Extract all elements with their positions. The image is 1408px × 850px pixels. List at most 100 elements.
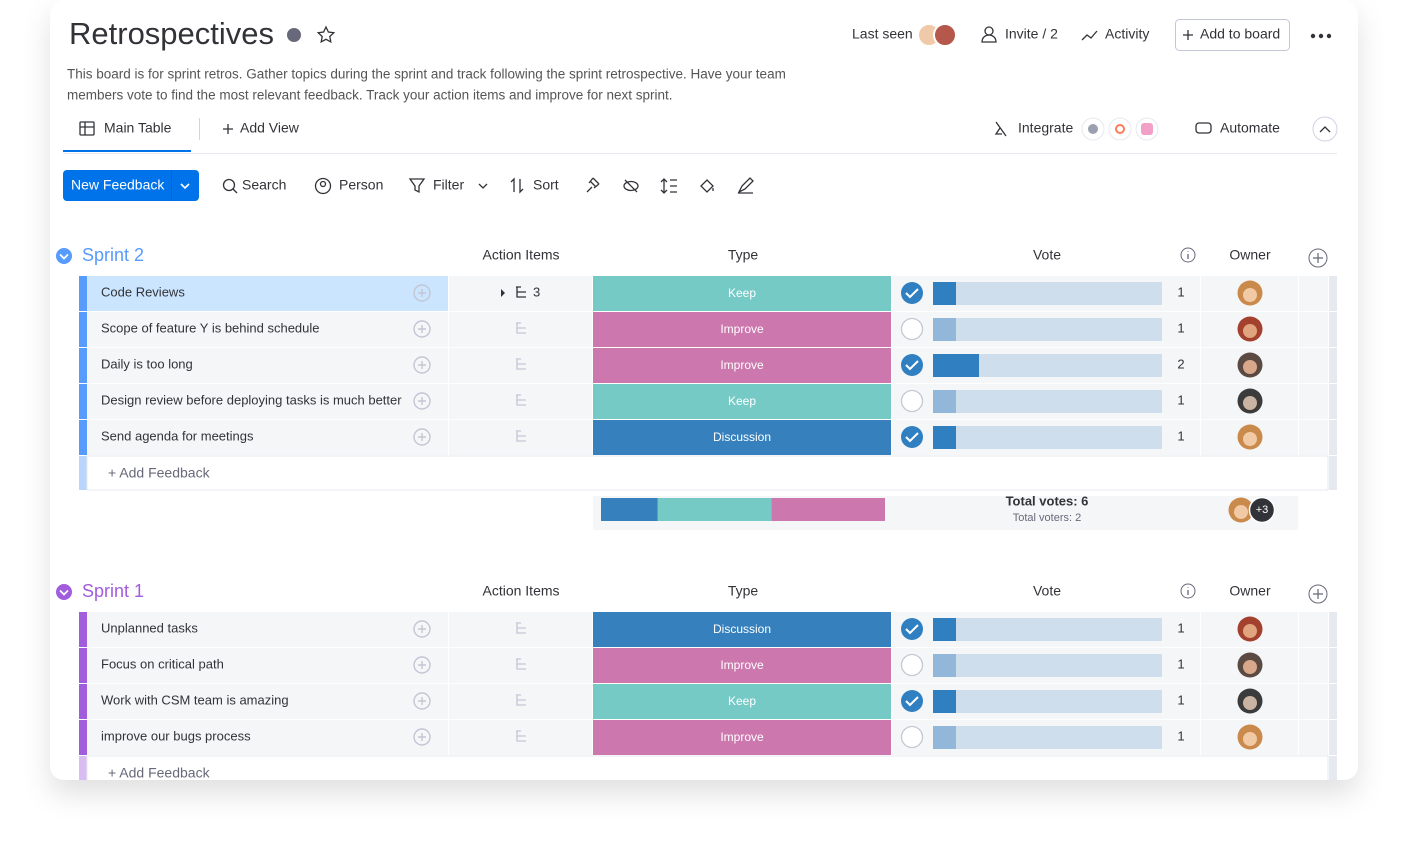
- add-update-icon[interactable]: [413, 620, 431, 638]
- action-items-cell[interactable]: [449, 720, 592, 755]
- expand-arrow[interactable]: [501, 289, 505, 297]
- action-items-cell[interactable]: [449, 420, 592, 455]
- integrate-button[interactable]: Integrate: [1018, 120, 1073, 136]
- item-cell[interactable]: [87, 384, 448, 419]
- group-title[interactable]: Sprint 1: [82, 581, 144, 601]
- vote-check[interactable]: [900, 317, 924, 341]
- row-end: [1329, 684, 1337, 719]
- add-update-icon[interactable]: [413, 284, 431, 302]
- invite-button[interactable]: Invite / 2: [1005, 26, 1058, 42]
- person-icon: [314, 177, 332, 195]
- vote-check[interactable]: [901, 426, 923, 448]
- vote-fill: [933, 318, 956, 341]
- vote-check[interactable]: [901, 354, 923, 376]
- action-items-cell[interactable]: [449, 684, 592, 719]
- activity-button[interactable]: Activity: [1105, 26, 1149, 42]
- automate-button[interactable]: Automate: [1220, 120, 1280, 136]
- add-update-icon[interactable]: [413, 356, 431, 374]
- add-update-icon[interactable]: [413, 320, 431, 338]
- board-title: Retrospectives: [69, 16, 274, 51]
- last-seen: Last seen: [852, 26, 913, 42]
- empty-cell: [1299, 648, 1328, 683]
- empty-cell: [1299, 420, 1328, 455]
- type-status[interactable]: [593, 384, 891, 419]
- add-item-row[interactable]: [86, 755, 1329, 790]
- add-update-icon[interactable]: [413, 392, 431, 410]
- type-status[interactable]: [593, 276, 891, 311]
- add-item-button[interactable]: + Add Feedback: [108, 765, 211, 781]
- vote-check[interactable]: [901, 618, 923, 640]
- add-view-button[interactable]: Add View: [240, 120, 300, 136]
- type-status[interactable]: [593, 684, 891, 719]
- add-update-icon[interactable]: [413, 728, 431, 746]
- group-collapse[interactable]: [56, 248, 72, 264]
- add-update-icon[interactable]: [413, 656, 431, 674]
- action-items-cell[interactable]: [449, 648, 592, 683]
- type-status[interactable]: [593, 312, 891, 347]
- item-cell[interactable]: [87, 684, 448, 719]
- more-menu[interactable]: [1310, 33, 1332, 39]
- group-collapse[interactable]: [56, 584, 72, 600]
- vote-check[interactable]: [900, 725, 924, 749]
- item-cell[interactable]: [87, 276, 448, 311]
- add-column-button[interactable]: [1308, 248, 1328, 268]
- item-cell[interactable]: [87, 348, 448, 383]
- vote-check[interactable]: [901, 282, 923, 304]
- row-height-button[interactable]: [660, 178, 677, 194]
- subitems-icon: [516, 622, 526, 634]
- avatar-face: [1243, 396, 1257, 410]
- item-cell[interactable]: [87, 312, 448, 347]
- action-items-cell[interactable]: [449, 312, 592, 347]
- add-column-button[interactable]: [1308, 584, 1328, 604]
- favorite-star[interactable]: [316, 25, 336, 44]
- add-update-icon[interactable]: [413, 692, 431, 710]
- vote-count: 1: [1177, 620, 1184, 635]
- check-mark: [905, 288, 919, 299]
- add-update-icon[interactable]: [413, 428, 431, 446]
- filter-button[interactable]: Filter: [433, 177, 464, 193]
- main-table-tab[interactable]: Main Table: [104, 120, 172, 136]
- add-item-button[interactable]: + Add Feedback: [108, 465, 211, 481]
- type-status[interactable]: [593, 648, 891, 683]
- row-color-bar: [79, 312, 87, 347]
- hide-button[interactable]: [623, 179, 639, 193]
- new-item-button[interactable]: [63, 170, 199, 201]
- action-items-cell[interactable]: [449, 348, 592, 383]
- item-cell[interactable]: [87, 612, 448, 647]
- vote-check[interactable]: [900, 653, 924, 677]
- collapse-header-button[interactable]: [1312, 116, 1338, 142]
- extra-owners[interactable]: [1248, 496, 1276, 524]
- vote-check[interactable]: [901, 690, 923, 712]
- item-cell[interactable]: [87, 720, 448, 755]
- row-end: [1329, 720, 1337, 755]
- action-items-cell[interactable]: [449, 612, 592, 647]
- type-status[interactable]: [593, 720, 891, 755]
- person-button[interactable]: Person: [339, 177, 383, 193]
- item-cell[interactable]: [87, 420, 448, 455]
- color-button[interactable]: [700, 179, 714, 193]
- action-items-cell[interactable]: [449, 276, 592, 311]
- add-to-board-button[interactable]: [1175, 19, 1290, 51]
- dropdown-arrow[interactable]: [180, 183, 190, 190]
- group-title[interactable]: Sprint 2: [82, 245, 144, 265]
- add-item-row[interactable]: [86, 455, 1329, 491]
- row-color-bar: [79, 420, 87, 455]
- type-status[interactable]: [593, 612, 891, 647]
- sort-button[interactable]: Sort: [533, 177, 559, 193]
- vote-track: [933, 426, 1162, 449]
- pin-button[interactable]: [586, 177, 600, 193]
- action-items-cell[interactable]: [449, 384, 592, 419]
- info-icon[interactable]: [287, 28, 301, 42]
- column-header: Owner: [1229, 583, 1271, 599]
- row-end: [1329, 612, 1337, 647]
- filter-dropdown[interactable]: [478, 183, 488, 189]
- type-status[interactable]: [593, 348, 891, 383]
- type-status[interactable]: [593, 420, 891, 455]
- vote-check[interactable]: [900, 389, 924, 413]
- empty-cell: [1299, 684, 1328, 719]
- format-button[interactable]: [737, 177, 754, 194]
- divider: [171, 170, 172, 201]
- search-button[interactable]: Search: [242, 177, 286, 193]
- chevron: [1319, 126, 1331, 133]
- item-cell[interactable]: [87, 648, 448, 683]
